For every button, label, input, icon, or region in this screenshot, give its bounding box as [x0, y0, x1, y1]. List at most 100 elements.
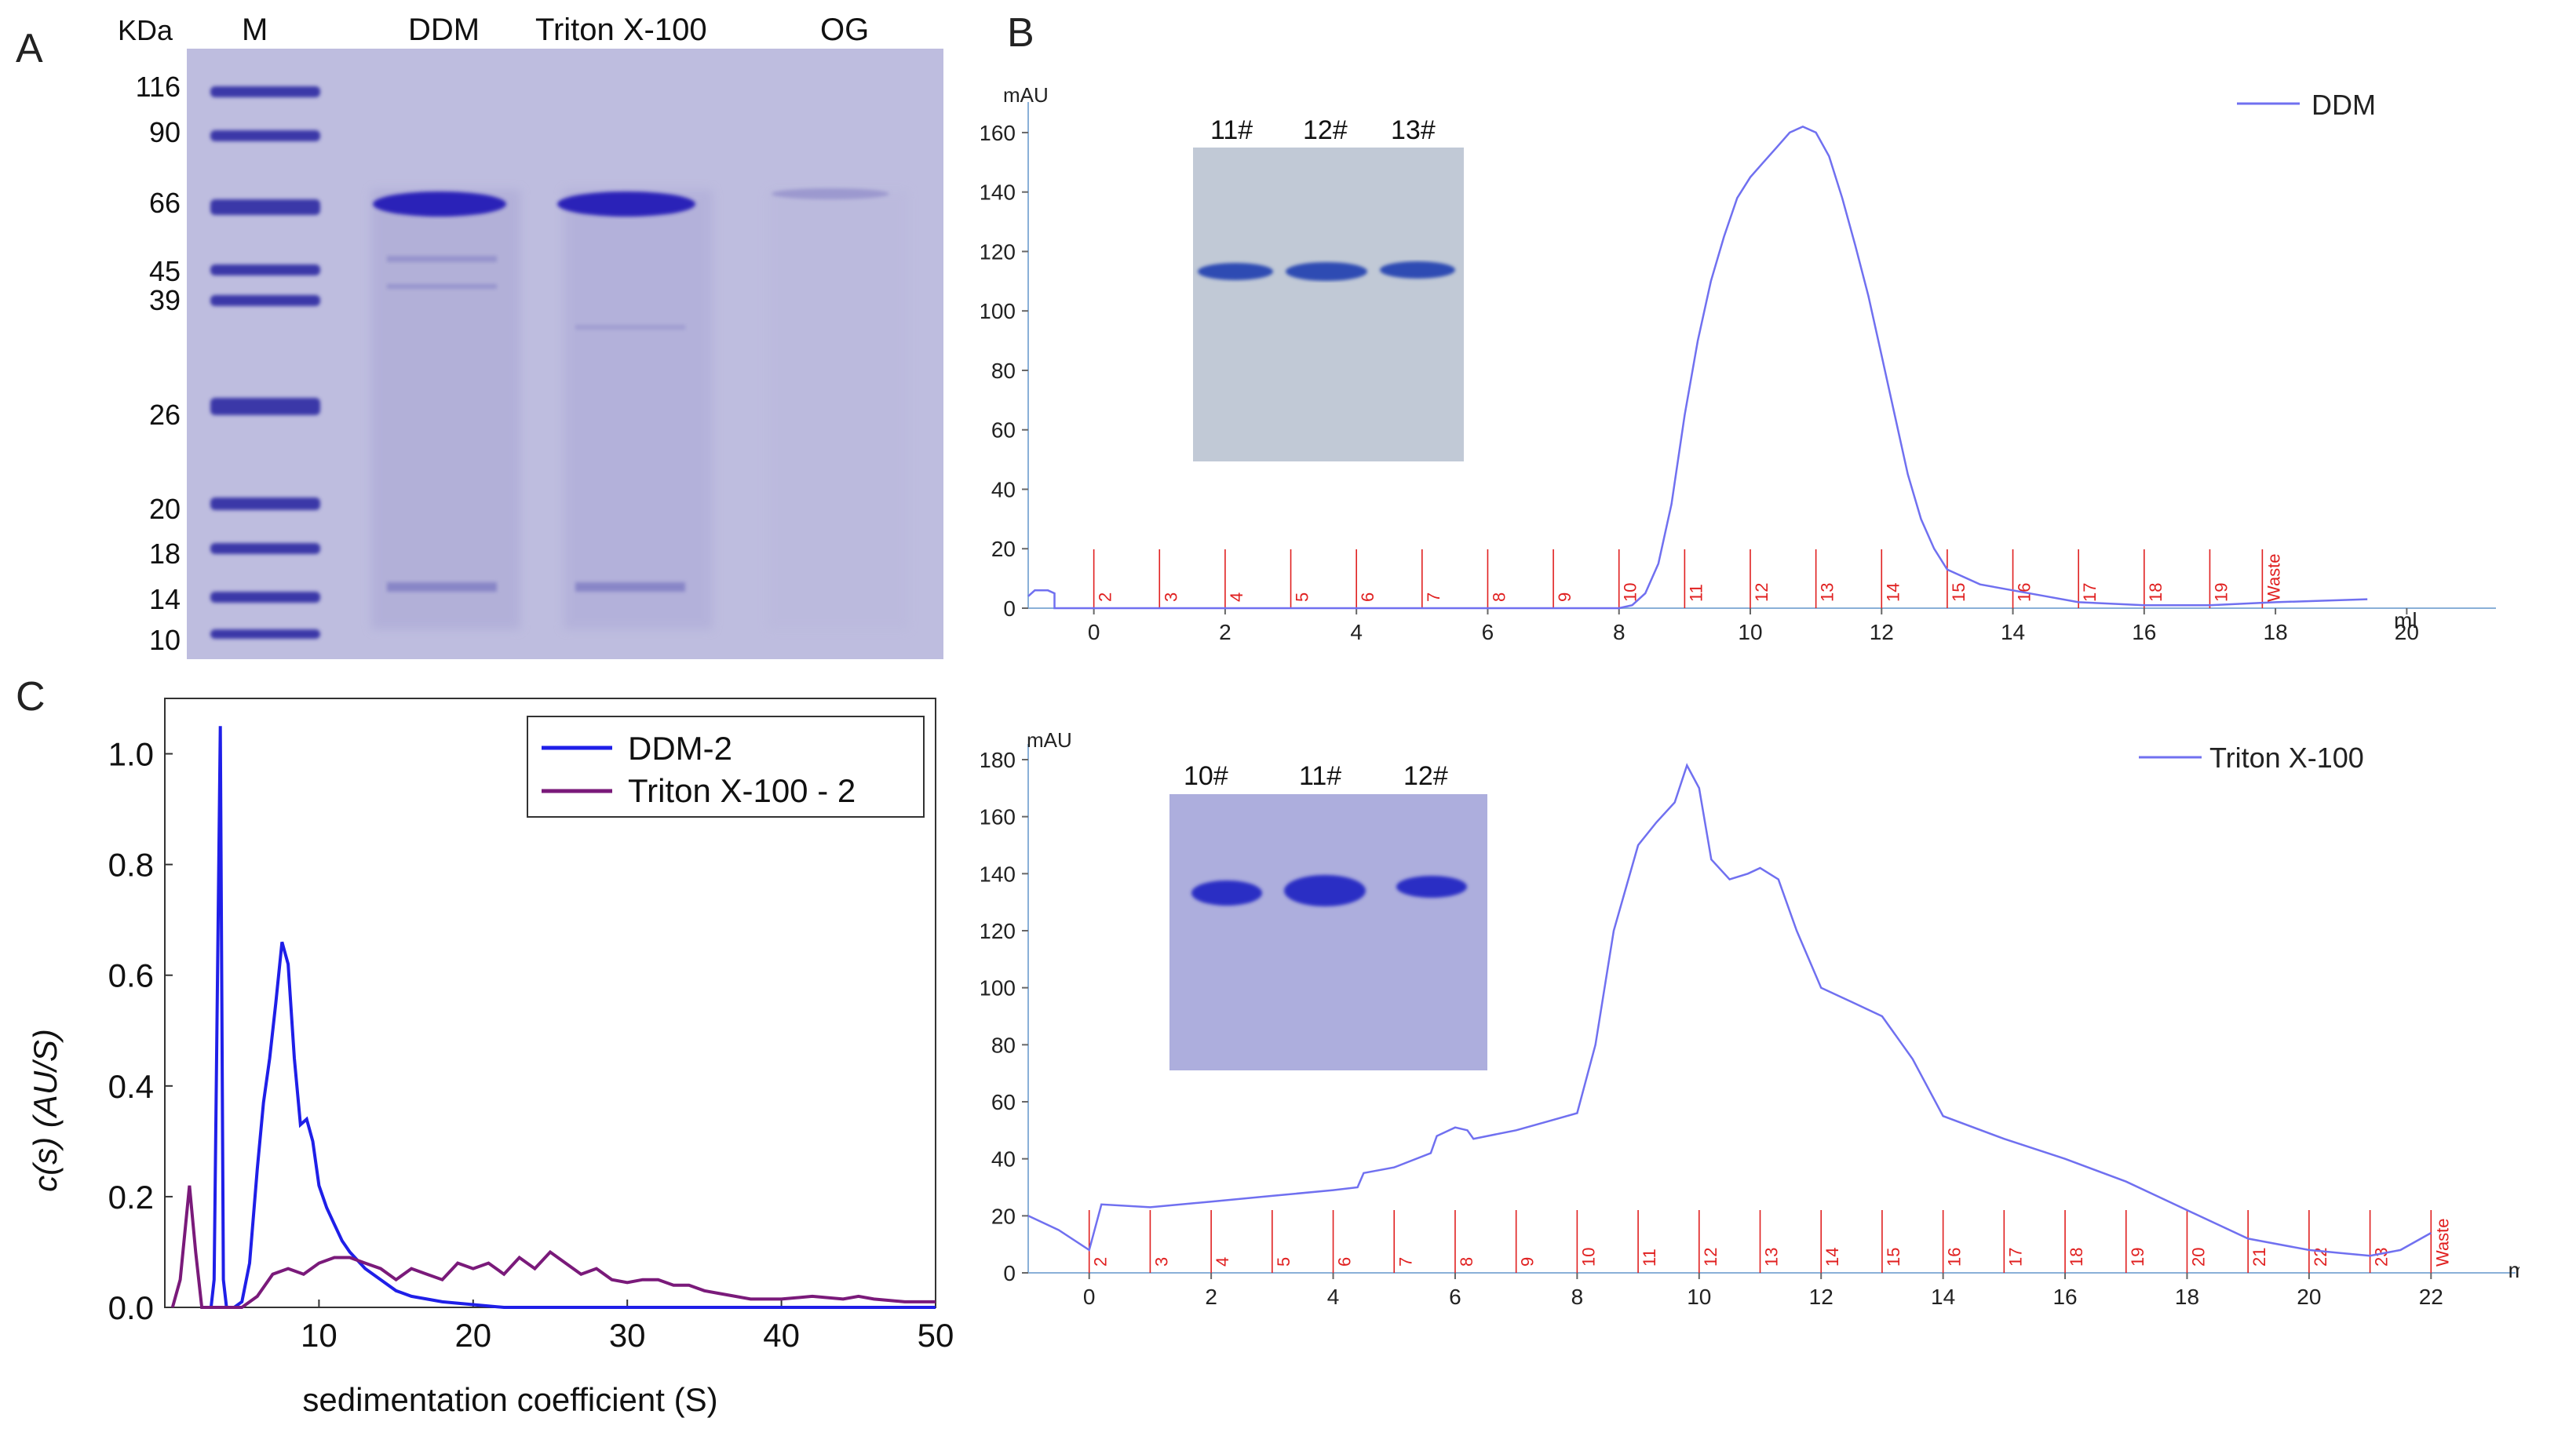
series-triton-2	[170, 1185, 936, 1309]
fraction-label: 9	[1518, 1257, 1538, 1267]
fraction-label: 15	[1949, 583, 1968, 602]
fraction-label: 19	[2128, 1248, 2147, 1267]
legend-entry-triton-2: Triton X-100 - 2	[628, 772, 856, 809]
panel-label-a: A	[16, 26, 43, 71]
x-tick-label: 0	[1088, 620, 1100, 644]
fraction-label: 7	[1396, 1257, 1415, 1267]
x-tick-label: 40	[763, 1317, 800, 1354]
fraction-label: 14	[1883, 583, 1903, 602]
y-tick-label: 140	[981, 862, 1016, 886]
mw-marker-label: 39	[148, 284, 181, 316]
fraction-label: 17	[2005, 1248, 2025, 1267]
x-tick-label: 16	[2052, 1285, 2077, 1309]
x-tick-label: 8	[1613, 620, 1626, 644]
fraction-label: 6	[1358, 592, 1377, 602]
gel-lane-label-triton: Triton X-100	[535, 13, 707, 47]
fraction-label: 23	[2372, 1248, 2392, 1267]
x-tick-label: 20	[2297, 1285, 2321, 1309]
fraction-label: 10	[1621, 583, 1640, 602]
inset-lane-label: 13#	[1391, 115, 1436, 145]
fraction-label: 12	[1752, 583, 1771, 602]
mw-marker-label: 10	[148, 624, 181, 656]
chart-legend: DDM-2 Triton X-100 - 2	[527, 716, 925, 818]
fraction-label: 4	[1213, 1257, 1232, 1267]
fraction-label: 8	[1489, 592, 1509, 602]
fraction-label: 3	[1151, 1257, 1171, 1267]
y-tick-label: 100	[981, 976, 1016, 1001]
x-tick-label: 50	[918, 1317, 954, 1354]
fraction-label: 20	[2188, 1248, 2208, 1267]
fraction-label: 13	[1818, 583, 1837, 602]
y-axis-label: c(s) (AU/S)	[27, 1029, 64, 1192]
x-tick-label: 18	[2175, 1285, 2199, 1309]
x-tick-label: 2	[1219, 620, 1231, 644]
fraction-label: 13	[1762, 1248, 1782, 1267]
mw-marker-label: 66	[148, 187, 181, 219]
fraction-label: 2	[1096, 592, 1115, 602]
x-tick-label: 12	[1809, 1285, 1833, 1309]
inset-gel-triton: 10# 11# 12#	[1169, 761, 1487, 1070]
y-axis-label: mAU	[1003, 83, 1049, 107]
x-tick-label: 14	[1931, 1285, 1955, 1309]
y-tick-label: 0.8	[108, 847, 154, 884]
mw-marker-label: 18	[148, 538, 181, 570]
fraction-label: 15	[1884, 1248, 1903, 1267]
fraction-label: 11	[1686, 584, 1706, 602]
y-tick-label: 40	[991, 477, 1016, 501]
inset-lane-label: 12#	[1303, 115, 1348, 145]
x-axis-label: sedimentation coefficient (S)	[302, 1381, 717, 1418]
y-tick-label: 0.6	[108, 957, 154, 994]
x-tick-label: 10	[1738, 620, 1762, 644]
y-tick-label: 0	[1003, 1261, 1016, 1285]
mw-marker-label: 90	[148, 116, 181, 148]
fraction-label: 3	[1161, 592, 1180, 602]
gel-image-a	[187, 49, 943, 659]
y-tick-label: 0.4	[108, 1068, 154, 1105]
inset-lane-label: 12#	[1403, 761, 1448, 791]
x-tick-label: 4	[1350, 620, 1363, 644]
x-tick-label: 4	[1327, 1285, 1340, 1309]
x-tick-label: 30	[609, 1317, 646, 1354]
ddm-elution-curve	[1027, 126, 2368, 610]
x-tick-label: 6	[1449, 1285, 1461, 1309]
y-tick-label: 160	[981, 805, 1016, 829]
inset-lane-label: 10#	[1184, 761, 1228, 791]
inset-lane-label: 11#	[1299, 761, 1341, 791]
y-tick-label: 120	[981, 239, 1016, 264]
inset-lane-label: 11#	[1210, 115, 1253, 145]
gel-lane-label-m: M	[242, 13, 268, 47]
fraction-label: 14	[1823, 1248, 1842, 1267]
fraction-label: 11	[1640, 1249, 1659, 1267]
panel-label-b: B	[1007, 10, 1034, 56]
fraction-label: 21	[2249, 1248, 2269, 1267]
legend-entry-ddm: DDM	[2311, 89, 2376, 121]
fraction-label: 9	[1555, 592, 1574, 602]
x-tick-label: 2	[1205, 1285, 1217, 1309]
mw-marker-label: 116	[135, 71, 181, 103]
fraction-label: 18	[2067, 1248, 2086, 1267]
x-tick-label: 16	[2132, 620, 2156, 644]
y-tick-label: 180	[981, 748, 1016, 772]
y-tick-label: 80	[991, 359, 1016, 383]
gel-lane-label-ddm: DDM	[408, 13, 480, 47]
x-tick-label: 8	[1571, 1285, 1584, 1309]
mw-marker-label: 20	[148, 493, 181, 525]
inset-gel-ddm: 11# 12# 13#	[1193, 115, 1464, 461]
fraction-label: 16	[1945, 1248, 1965, 1267]
y-tick-label: 0	[1003, 596, 1016, 621]
fraction-label: 7	[1424, 592, 1443, 602]
fraction-label: 4	[1227, 592, 1246, 602]
y-tick-label: 40	[991, 1147, 1016, 1172]
x-tick-label: 10	[1687, 1285, 1711, 1309]
legend-entry-triton: Triton X-100	[2209, 742, 2364, 774]
y-tick-label: 0.2	[108, 1179, 154, 1216]
y-tick-label: 160	[981, 121, 1016, 145]
mw-marker-label: 14	[148, 583, 181, 615]
chromatogram-triton: 0 20 40 60 80 100 120 140 160 180 0 2 4 6 8 10 12 14 16 18 2…	[981, 728, 2519, 1309]
chart-legend: DDM	[2237, 89, 2376, 121]
y-tick-label: 60	[991, 418, 1016, 443]
fraction-label: 8	[1457, 1257, 1476, 1267]
x-axis-label: ml	[2394, 608, 2417, 633]
chart-legend: Triton X-100	[2139, 742, 2364, 774]
fraction-label: 10	[1578, 1248, 1598, 1267]
